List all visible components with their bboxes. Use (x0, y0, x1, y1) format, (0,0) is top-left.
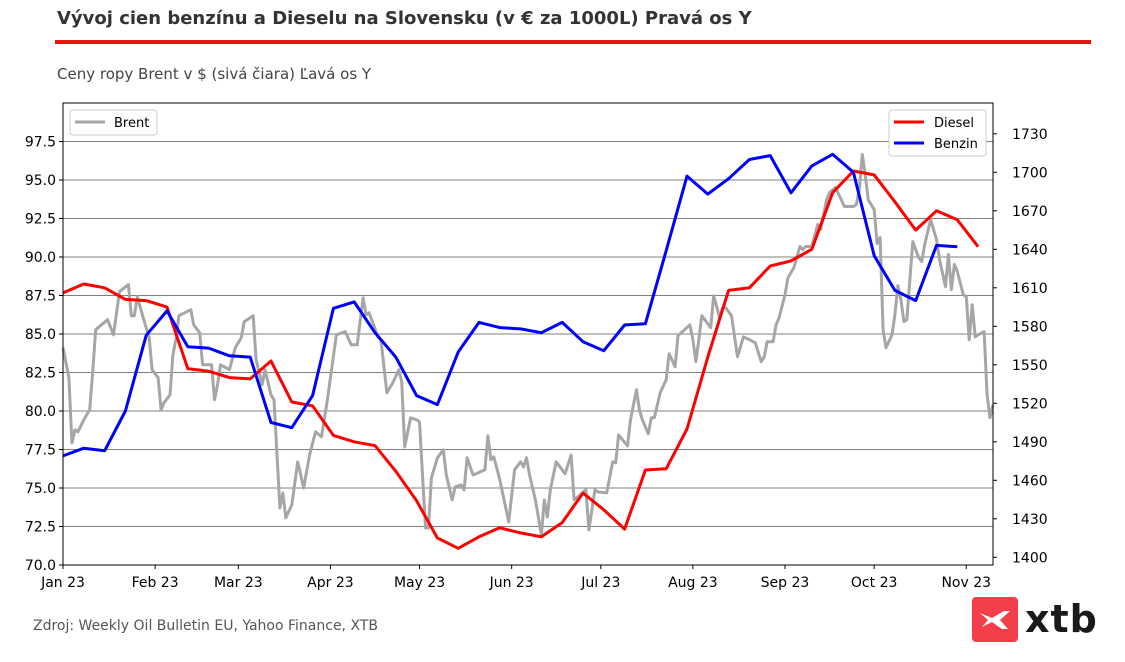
xtb-logo: xtb (972, 597, 1098, 642)
x-tick-label: Aug 23 (668, 575, 718, 591)
x-tick-label: May 23 (394, 575, 445, 591)
x-tick-label: Nov 23 (941, 575, 991, 591)
title-divider (55, 40, 1091, 44)
left-tick-label: 85.0 (25, 327, 56, 343)
x-tick-label: Jun 23 (489, 575, 534, 591)
right-tick-label: 1460 (1012, 473, 1048, 489)
xtb-logo-text: xtb (1025, 597, 1098, 641)
source-note: Zdroj: Weekly Oil Bulletin EU, Yahoo Fin… (33, 618, 378, 634)
legend-left-box (69, 109, 158, 136)
right-tick-label: 1610 (1012, 281, 1048, 297)
legends: Brent Diesel Benzin (69, 109, 987, 157)
x-tick-label: Sep 23 (761, 575, 810, 591)
left-tick-label: 75.0 (25, 481, 56, 497)
x-tick-label: Feb 23 (132, 575, 179, 591)
series-line-benzin (62, 152, 958, 458)
right-tick-label: 1490 (1012, 435, 1048, 451)
axes: 70.0 72.5 75.0 77.5 80.0 82.5 85.0 87.5 90.0 92.5… (25, 127, 1048, 591)
left-tick-label: 87.5 (25, 289, 56, 305)
legend-label-brent: Brent (114, 116, 149, 131)
series-lines (61, 152, 995, 550)
x-tick-label: Mar 23 (214, 575, 263, 591)
right-tick-label: 1580 (1012, 319, 1048, 335)
chart-title: Vývoj cien benzínu a Dieselu na Slovensk… (57, 8, 752, 29)
left-tick-label: 97.5 (25, 135, 56, 151)
right-tick-label: 1400 (1012, 550, 1048, 566)
right-tick-label: 1550 (1012, 358, 1048, 374)
left-tick-label: 80.0 (25, 404, 56, 420)
right-tick-label: 1430 (1012, 512, 1048, 528)
right-tick-label: 1520 (1012, 396, 1048, 412)
left-tick-label: 90.0 (25, 250, 56, 266)
legend-label-diesel: Diesel (934, 116, 974, 131)
right-tick-label: 1640 (1012, 242, 1048, 258)
right-tick-label: 1670 (1012, 204, 1048, 220)
left-tick-label: 95.0 (25, 173, 56, 189)
left-tick-label: 77.5 (25, 443, 56, 459)
left-tick-label: 82.5 (25, 366, 56, 382)
x-tick-label: Apr 23 (307, 575, 353, 591)
x-tick-label: Jan 23 (40, 575, 85, 591)
chart-subtitle: Ceny ropy Brent v $ (sivá čiara) Ľavá os… (57, 65, 372, 83)
left-tick-label: 72.5 (25, 520, 56, 536)
right-tick-label: 1730 (1012, 127, 1048, 143)
series-line-diesel (62, 169, 980, 550)
xtb-logo-mark (972, 597, 1018, 642)
legend-label-benzin: Benzin (934, 137, 978, 152)
x-tick-label: Jul 23 (580, 575, 620, 591)
left-tick-label: 92.5 (25, 212, 56, 228)
right-tick-label: 1700 (1012, 165, 1048, 181)
series-line-brent (61, 152, 995, 537)
left-tick-label: 70.0 (25, 558, 56, 574)
x-tick-label: Oct 23 (851, 575, 897, 591)
